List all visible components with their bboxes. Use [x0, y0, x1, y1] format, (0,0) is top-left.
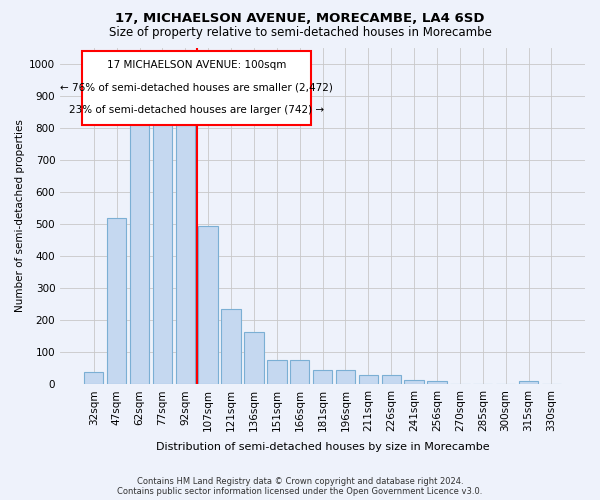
- Text: Contains public sector information licensed under the Open Government Licence v3: Contains public sector information licen…: [118, 488, 482, 496]
- Bar: [290, 360, 310, 384]
- Bar: [313, 370, 332, 384]
- Text: Size of property relative to semi-detached houses in Morecambe: Size of property relative to semi-detach…: [109, 26, 491, 39]
- Bar: [107, 218, 127, 384]
- Bar: [427, 381, 447, 384]
- Text: 23% of semi-detached houses are larger (742) →: 23% of semi-detached houses are larger (…: [69, 106, 324, 116]
- Bar: [130, 118, 149, 384]
- Bar: [152, 122, 172, 384]
- Bar: [176, 124, 195, 384]
- Bar: [382, 376, 401, 384]
- Y-axis label: Number of semi-detached properties: Number of semi-detached properties: [15, 120, 25, 312]
- Bar: [359, 375, 378, 384]
- FancyBboxPatch shape: [82, 50, 311, 124]
- Text: 17, MICHAELSON AVENUE, MORECAMBE, LA4 6SD: 17, MICHAELSON AVENUE, MORECAMBE, LA4 6S…: [115, 12, 485, 26]
- Bar: [199, 226, 218, 384]
- Bar: [336, 370, 355, 384]
- Text: ← 76% of semi-detached houses are smaller (2,472): ← 76% of semi-detached houses are smalle…: [60, 83, 333, 93]
- Bar: [267, 360, 287, 384]
- Bar: [244, 332, 263, 384]
- Bar: [84, 372, 103, 384]
- Text: 17 MICHAELSON AVENUE: 100sqm: 17 MICHAELSON AVENUE: 100sqm: [107, 60, 286, 70]
- Bar: [221, 309, 241, 384]
- Bar: [519, 381, 538, 384]
- Text: Contains HM Land Registry data © Crown copyright and database right 2024.: Contains HM Land Registry data © Crown c…: [137, 478, 463, 486]
- X-axis label: Distribution of semi-detached houses by size in Morecambe: Distribution of semi-detached houses by …: [156, 442, 490, 452]
- Bar: [404, 380, 424, 384]
